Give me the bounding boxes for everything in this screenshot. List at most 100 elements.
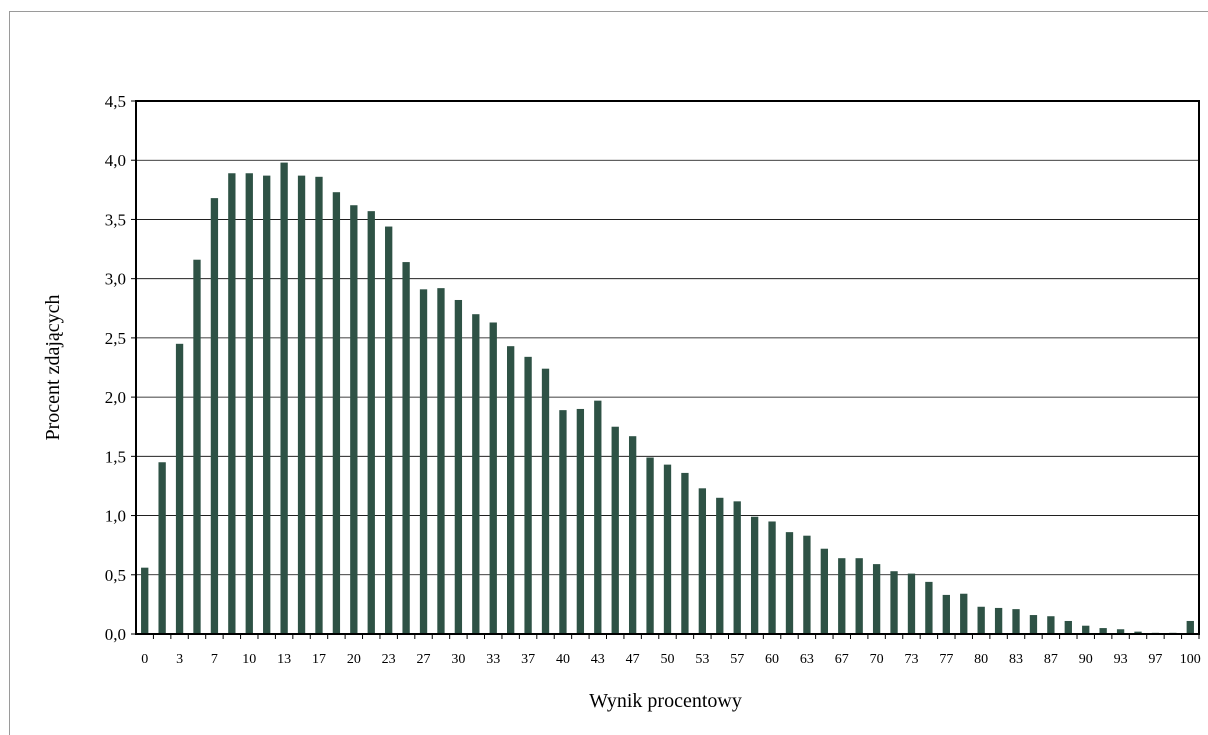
bar-63 [803, 535, 811, 634]
bar-80 [977, 606, 985, 634]
x-tick-label: 33 [486, 652, 500, 667]
bar-67 [838, 558, 846, 634]
bar-75 [925, 581, 933, 634]
bar-73 [907, 573, 916, 634]
bar-35 [507, 346, 515, 634]
bar-70 [872, 564, 881, 634]
x-tick-label: 70 [870, 652, 884, 667]
bar-88 [1064, 620, 1072, 634]
bar-12 [263, 175, 271, 634]
x-tick-label: 100 [1180, 652, 1201, 667]
x-tick-label: 90 [1079, 652, 1093, 667]
y-tick-label: 2,0 [105, 388, 126, 407]
x-tick-label: 23 [382, 652, 396, 667]
x-tick-label: 7 [211, 652, 218, 667]
x-tick-label: 40 [556, 652, 570, 667]
bar-83 [1012, 609, 1020, 634]
bar-78 [960, 593, 968, 634]
x-tick-label: 0 [141, 652, 148, 667]
x-tick-label: 53 [695, 652, 709, 667]
bar-55 [716, 497, 724, 634]
y-tick-label: 0,5 [105, 566, 126, 585]
x-tick-label: 37 [521, 652, 535, 667]
bar-7 [210, 198, 219, 634]
x-tick-label: 87 [1044, 652, 1058, 667]
bar-28 [437, 288, 445, 634]
y-tick-label: 4,0 [105, 151, 126, 170]
bar-45 [611, 426, 619, 634]
x-tick-label: 60 [765, 652, 779, 667]
bar-57 [733, 501, 741, 634]
bar-68 [855, 558, 863, 634]
bar-100 [1186, 620, 1194, 634]
bar-27 [419, 289, 428, 634]
x-tick-label: 57 [730, 652, 744, 667]
y-tick-label: 3,0 [105, 270, 126, 289]
x-tick-label: 30 [451, 652, 465, 667]
bar-43 [594, 400, 602, 634]
bar-18 [332, 192, 341, 635]
bars-layer [141, 162, 1194, 635]
bar-65 [820, 548, 828, 634]
x-tick-label: 13 [277, 652, 291, 667]
x-tick-label: 83 [1009, 652, 1023, 667]
bar-0 [141, 567, 149, 634]
bar-95 [1134, 631, 1142, 634]
x-tick-label: 43 [591, 652, 605, 667]
bar-40 [559, 410, 567, 634]
bar-2 [158, 462, 166, 634]
bar-50 [663, 464, 672, 634]
bar-10 [245, 173, 253, 635]
bar-93 [1116, 629, 1125, 634]
x-tick-label: 67 [835, 652, 849, 667]
bar-25 [402, 262, 410, 634]
bar-8 [228, 173, 236, 635]
x-tick-label: 3 [176, 652, 183, 667]
x-tick-label: 77 [939, 652, 953, 667]
x-tick-label: 47 [626, 652, 640, 667]
bar-22 [367, 211, 375, 635]
x-tick-label: 97 [1148, 652, 1162, 667]
bar-85 [1029, 615, 1038, 634]
x-tick-label: 93 [1114, 652, 1128, 667]
y-tick-label: 1,5 [105, 447, 126, 466]
bar-87 [1047, 616, 1055, 634]
x-tick-label: 73 [904, 652, 918, 667]
bar-37 [524, 356, 532, 634]
y-tick-label: 2,5 [105, 329, 126, 348]
bar-3 [175, 343, 184, 634]
x-tick-label: 20 [347, 652, 361, 667]
bar-90 [1082, 625, 1090, 634]
y-tick-label: 0,0 [105, 625, 126, 644]
bar-62 [785, 532, 794, 634]
chart-frame [9, 11, 1208, 735]
plot-area-frame [135, 100, 1200, 635]
bar-82 [994, 607, 1003, 634]
x-tick-label: 10 [242, 652, 256, 667]
bar-77 [942, 594, 950, 634]
x-tick-label: 17 [312, 652, 326, 667]
bar-58 [750, 516, 759, 634]
bar-15 [297, 175, 306, 634]
y-tick-label: 4,5 [105, 92, 126, 111]
bar-23 [385, 226, 393, 634]
bar-33 [489, 322, 497, 634]
bar-17 [315, 176, 323, 634]
bar-72 [890, 571, 898, 634]
bar-42 [576, 408, 585, 634]
y-tick-label: 3,5 [105, 210, 126, 229]
x-tick-label: 27 [417, 652, 431, 667]
bar-5 [193, 259, 201, 634]
bar-38 [541, 368, 550, 634]
y-axis-title: Procent zdających [42, 294, 64, 440]
bar-20 [350, 205, 358, 634]
x-tick-label: 80 [974, 652, 988, 667]
bar-52 [681, 472, 689, 634]
x-axis-title: Wynik procentowy [589, 690, 742, 712]
bar-32 [472, 314, 480, 634]
x-tick-label: 50 [661, 652, 675, 667]
bar-48 [646, 457, 654, 634]
x-tick-label: 63 [800, 652, 814, 667]
bar-13 [280, 162, 288, 634]
